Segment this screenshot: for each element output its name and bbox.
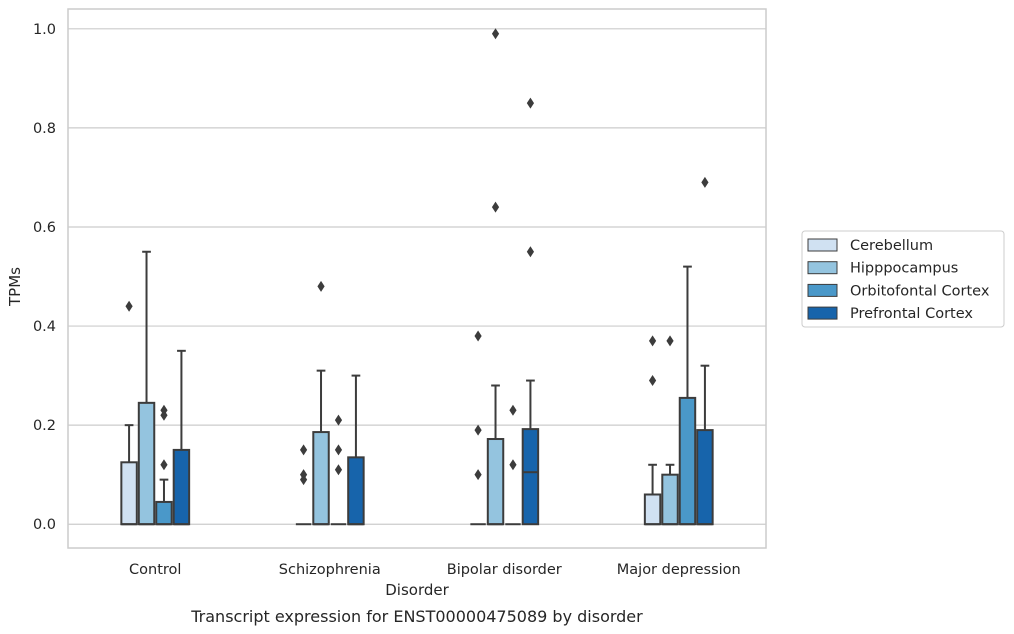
box-plot-area [120,28,714,526]
box-2-0 [470,330,486,526]
x-tick-label: Bipolar disorder [447,562,562,578]
grid-lines [68,28,766,525]
box-body [521,428,540,526]
y-axis-label: TPMs [6,267,24,307]
y-tick-label: 0.0 [33,517,56,533]
legend-swatch [807,306,838,320]
box-2-1 [486,28,505,526]
box-3-3 [696,176,714,526]
outlier-point [474,330,482,342]
box-2-3 [521,97,540,526]
outlier-point [334,464,343,476]
outlier-point [299,474,308,486]
box-2-2 [505,404,521,526]
y-tick-label: 0.6 [33,220,56,236]
outlier-point [491,28,500,40]
legend-swatch [807,283,838,297]
legend-entry: Orbitofontal Cortex [850,283,990,299]
outlier-point [299,444,308,456]
x-tick-label: Schizophrenia [279,562,381,578]
outlier-point [701,176,709,188]
box-1-2 [330,414,347,526]
box-1-3 [347,374,365,526]
box-body [696,429,714,526]
x-tick-label: Major depression [617,562,741,578]
box-body [678,396,697,526]
box-body [120,461,138,526]
outlier-point [160,409,168,421]
box-3-0 [643,335,662,526]
box-3-1 [661,335,679,526]
box-body [155,500,173,526]
box-body [486,438,505,526]
box-3-2 [678,265,697,526]
x-axis-ticks: Control Schizophrenia Bipolar disorder Majo… [129,562,741,578]
box-body [661,473,679,526]
outlier-point [474,424,482,436]
outlier-point [474,469,482,481]
outlier-point [509,404,517,416]
box-0-2 [155,404,173,526]
y-tick-label: 1.0 [33,22,56,38]
outlier-point [666,335,674,347]
legend-entry: Hipppocampus [850,261,958,277]
legend-swatch [807,238,838,252]
outlier-point [160,459,168,471]
y-tick-label: 0.4 [33,319,56,335]
chart-caption: Transcript expression for ENST0000047508… [190,607,643,626]
legend-frame [801,230,1005,328]
box-0-1 [137,250,156,526]
outlier-point [334,444,343,456]
legend-swatch [807,261,838,275]
legend-entry: Prefrontal Cortex [850,306,973,322]
box-body [347,456,365,526]
y-axis-ticks: 0.0 0.2 0.4 0.6 0.8 1.0 [33,22,56,533]
outlier-point [125,300,133,312]
box-body [137,401,156,526]
legend-entry: Cerebellum [850,238,933,254]
box-0-0 [120,300,138,526]
box-1-1 [312,280,330,526]
box-1-0 [295,444,312,526]
box-0-3 [172,349,191,526]
box-body [312,431,330,526]
outlier-point [334,414,343,426]
plot-frame [67,8,767,549]
y-tick-label: 0.2 [33,418,56,434]
outlier-point [317,280,325,292]
box-body [643,493,662,526]
outlier-point [491,201,500,213]
legend: Cerebellum Hipppocampus Orbitofontal Corte… [801,230,1005,328]
x-axis-label: Disorder [385,581,449,599]
outlier-point [509,459,517,471]
box-body [172,448,191,526]
outlier-point [526,97,535,109]
y-tick-label: 0.8 [33,121,56,137]
x-tick-label: Control [129,562,181,578]
outlier-point [526,246,535,258]
outlier-point [648,375,657,387]
outlier-point [648,335,657,347]
